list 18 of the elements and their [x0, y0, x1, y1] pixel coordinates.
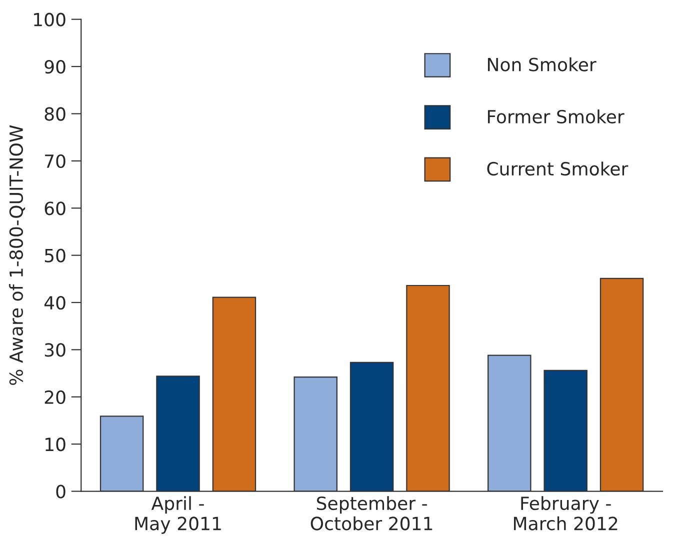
y-axis-title: % Aware of 1-800-QUIT-NOW: [9, 125, 26, 385]
legend-label: Current Smoker: [487, 162, 628, 176]
y-tick-label: 90: [44, 60, 66, 74]
y-tick-label: 50: [44, 248, 66, 262]
y-tick-label: 70: [45, 154, 66, 168]
y-tick-label: 30: [44, 343, 66, 357]
y-tick-label: 20: [44, 390, 66, 404]
y-tick-label: 0: [56, 484, 66, 498]
y-tick-label: 100: [34, 12, 66, 26]
y-tick-label: 10: [46, 438, 66, 452]
y-tick-label: 60: [44, 202, 66, 216]
y-tick-label: 80: [44, 107, 66, 121]
legend-label: Non Smoker: [488, 57, 596, 72]
x-tick-label: September - October 2011: [310, 496, 432, 530]
y-tick-label: 40: [44, 296, 66, 310]
x-tick-label: April - May 2011: [135, 496, 221, 534]
x-tick-label: February - March 2012: [514, 496, 618, 530]
legend-label: Former Smoker: [488, 110, 624, 124]
